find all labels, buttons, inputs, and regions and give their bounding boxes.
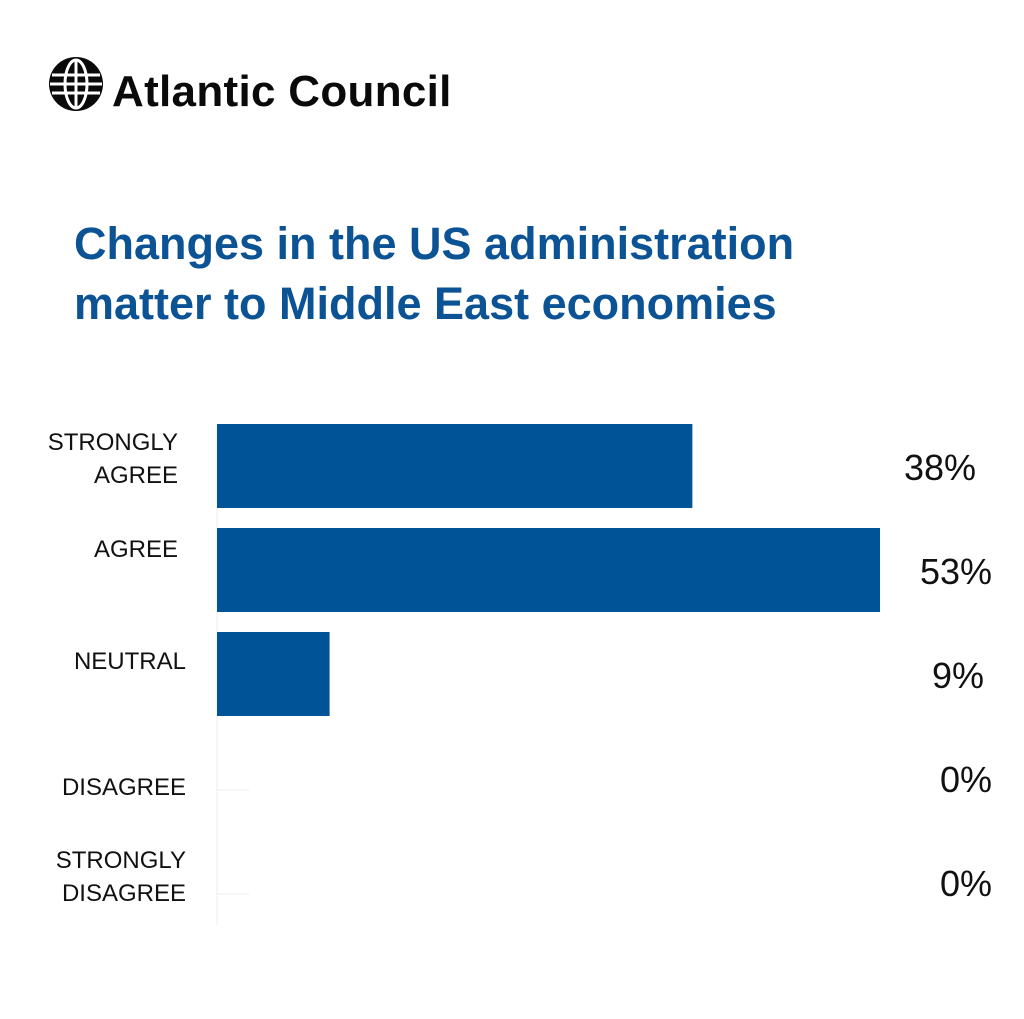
category-label: NEUTRAL [74, 648, 186, 675]
category-label: AGREE [94, 536, 178, 563]
bar [217, 632, 330, 716]
chart-title-line-2: matter to Middle East economies [74, 278, 777, 329]
category-label: DISAGREE [62, 774, 186, 801]
value-label: 0% [940, 759, 992, 800]
bar [217, 528, 880, 612]
category-label: STRONGLY [56, 847, 186, 874]
category-label: DISAGREE [62, 880, 186, 907]
bar [217, 424, 693, 508]
globe-icon [49, 57, 103, 111]
brand-name: Atlantic Council [112, 67, 452, 116]
brand-header: Atlantic Council [48, 50, 452, 116]
category-label: STRONGLY [48, 429, 178, 456]
category-label: AGREE [94, 462, 178, 489]
value-label: 38% [904, 447, 976, 488]
chart-title: Changes in the US administration matter … [74, 214, 954, 334]
chart-title-line-1: Changes in the US administration [74, 218, 795, 269]
value-label: 9% [932, 655, 984, 696]
value-label: 0% [940, 863, 992, 904]
value-label: 53% [920, 551, 992, 592]
